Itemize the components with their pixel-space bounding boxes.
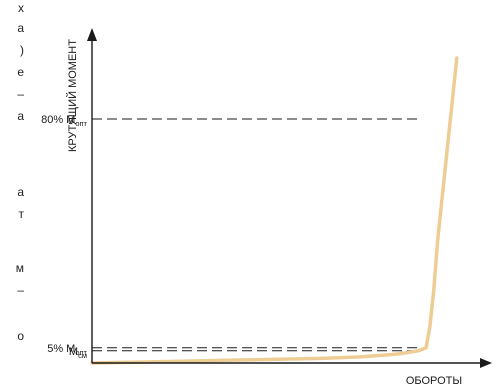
torque-curve: [90, 56, 459, 365]
edge-fragment: о: [17, 329, 24, 343]
edge-fragment: е: [17, 65, 24, 79]
reference-line-label: 5% Mопт: [47, 343, 87, 357]
y-axis-label: КРУТЯЩИЙ МОМЕНТ: [66, 39, 79, 152]
edge-fragment: т: [18, 207, 25, 221]
y-axis-arrowhead: [87, 28, 97, 41]
edge-fragment: а: [17, 185, 24, 199]
reference-line-label: Mсм: [69, 346, 87, 360]
cropped-text-fragments: х а ) е – а а т м – о: [0, 0, 24, 388]
x-axis-arrowhead: [480, 358, 492, 368]
edge-fragment: –: [17, 87, 24, 101]
edge-fragment: –: [17, 283, 24, 297]
x-axis-label: ОБОРОТЫ: [406, 375, 462, 387]
edge-fragment: а: [17, 21, 24, 35]
curve-layer: [90, 56, 459, 365]
edge-fragment: а: [17, 109, 24, 123]
reference-line-label: 80% Mопт: [41, 114, 87, 128]
edge-fragment: х: [18, 1, 24, 15]
edge-fragment: м: [15, 261, 24, 275]
axes: [87, 28, 492, 368]
edge-fragment: ): [20, 43, 24, 57]
